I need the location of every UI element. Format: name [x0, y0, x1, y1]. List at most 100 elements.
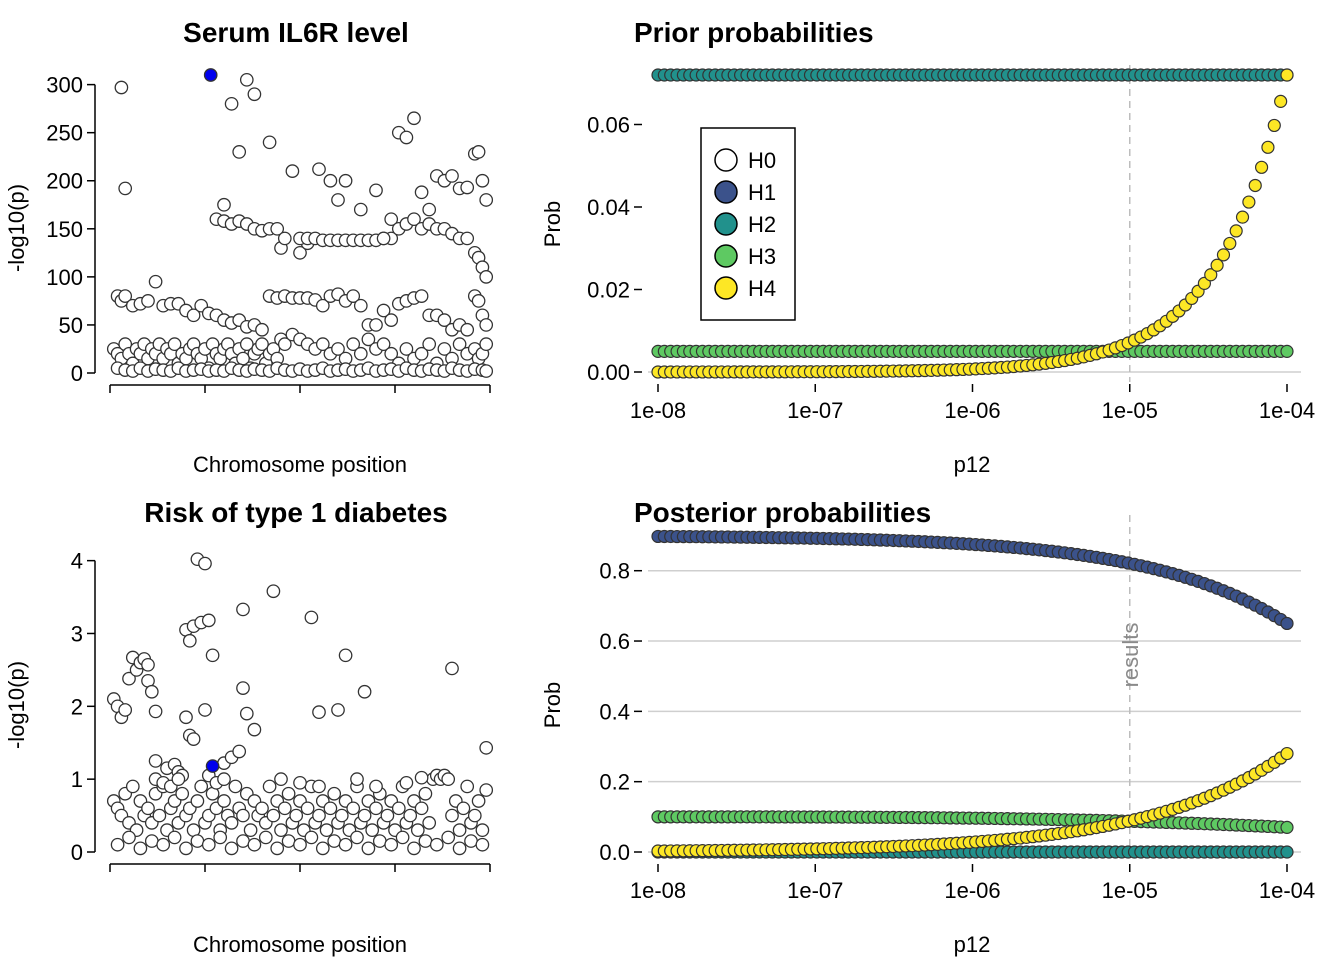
- data-point: [407, 111, 421, 126]
- data-point: [201, 837, 216, 852]
- data-point: [239, 72, 254, 87]
- legend-label-h2: H2: [748, 212, 776, 237]
- data-point: [369, 779, 383, 794]
- threshold-label: results: [1118, 623, 1143, 688]
- data-point: [467, 808, 482, 823]
- data-point: [293, 245, 307, 260]
- data-point: [239, 337, 254, 352]
- series-h3: [651, 810, 1294, 834]
- data-point: [110, 837, 125, 852]
- data-point: [422, 202, 437, 217]
- data-point: [179, 841, 193, 856]
- data-point: [331, 703, 345, 717]
- data-point: [247, 722, 262, 737]
- data-point: [133, 841, 148, 856]
- data-point: [236, 834, 250, 848]
- data-point: [414, 770, 429, 785]
- legend-label-h4: H4: [748, 276, 776, 301]
- x-axis-label: Chromosome position: [193, 932, 407, 957]
- data-point: [315, 337, 330, 352]
- highlighted-snp-point: [203, 68, 218, 82]
- data-point: [293, 775, 307, 790]
- y-tick-label: 0.06: [587, 113, 630, 138]
- y-tick-label: 100: [46, 265, 83, 290]
- data-point: [399, 775, 414, 790]
- data-point: [323, 801, 338, 816]
- data-point: [277, 801, 292, 816]
- data-point: [437, 342, 452, 356]
- data-point: [399, 130, 414, 145]
- data-point: [205, 648, 220, 663]
- series-h1: [651, 529, 1294, 631]
- data-point: [338, 173, 353, 188]
- y-tick-label: 0.8: [599, 559, 630, 584]
- y-tick-label: 0.02: [587, 278, 630, 303]
- data-point: [255, 337, 269, 352]
- data-point: [198, 556, 212, 571]
- y-tick-label: 0: [71, 361, 83, 386]
- data-point: [391, 801, 406, 816]
- y-axis-label: Prob: [540, 682, 565, 728]
- data-point: [384, 212, 399, 227]
- series-h3: [651, 344, 1294, 358]
- data-point: [236, 681, 250, 695]
- data-point: [217, 197, 231, 212]
- x-tick-label: 1e-05: [1102, 398, 1158, 423]
- data-point: [198, 703, 212, 717]
- data-point: [141, 294, 155, 308]
- data-point: [243, 823, 258, 837]
- data-point: [266, 808, 281, 823]
- data-point: [1274, 94, 1288, 108]
- y-tick-label: 3: [71, 621, 83, 646]
- data-point: [384, 837, 399, 852]
- data-point: [270, 221, 285, 236]
- data-point: [376, 231, 391, 246]
- y-tick-label: 300: [46, 73, 83, 98]
- data-point: [471, 145, 486, 159]
- data-point: [281, 834, 296, 848]
- data-point: [357, 684, 372, 699]
- data-point: [353, 298, 368, 313]
- highlighted-snp-point: [205, 759, 220, 773]
- data-point: [118, 289, 133, 303]
- data-point: [182, 633, 197, 648]
- data-point: [144, 684, 159, 699]
- data-point: [331, 193, 345, 207]
- data-point: [338, 648, 353, 663]
- data-point: [232, 744, 247, 759]
- points-layer: [106, 68, 494, 378]
- data-point: [122, 830, 136, 845]
- x-tick-label: 1e-04: [1259, 878, 1315, 903]
- data-point: [353, 346, 368, 361]
- data-point: [460, 231, 475, 246]
- y-tick-label: 200: [46, 169, 83, 194]
- data-point: [148, 704, 163, 719]
- y-tick-label: 0.04: [587, 195, 630, 220]
- y-axis-label: -log10(p): [4, 184, 29, 272]
- data-point: [350, 830, 364, 845]
- data-point: [365, 823, 380, 837]
- data-point: [152, 808, 167, 823]
- data-point: [1280, 845, 1294, 859]
- y-tick-label: 250: [46, 121, 83, 146]
- x-tick-label: 1e-07: [787, 398, 843, 423]
- data-point: [479, 193, 494, 207]
- data-point: [194, 779, 209, 794]
- data-point: [1248, 178, 1262, 193]
- data-point: [148, 274, 163, 289]
- data-point: [475, 823, 490, 837]
- y-tick-label: 2: [71, 694, 83, 719]
- data-point: [479, 318, 494, 332]
- x-tick-label: 1e-05: [1102, 878, 1158, 903]
- data-point: [167, 337, 182, 352]
- y-tick-label: 1: [71, 767, 83, 792]
- legend-swatch-h0: [714, 148, 738, 172]
- data-point: [445, 808, 459, 823]
- legend-label-h1: H1: [748, 180, 776, 205]
- data-point: [445, 661, 459, 676]
- data-point: [201, 613, 216, 628]
- data-point: [141, 657, 155, 672]
- x-axis-label: p12: [954, 452, 991, 477]
- data-point: [331, 342, 345, 356]
